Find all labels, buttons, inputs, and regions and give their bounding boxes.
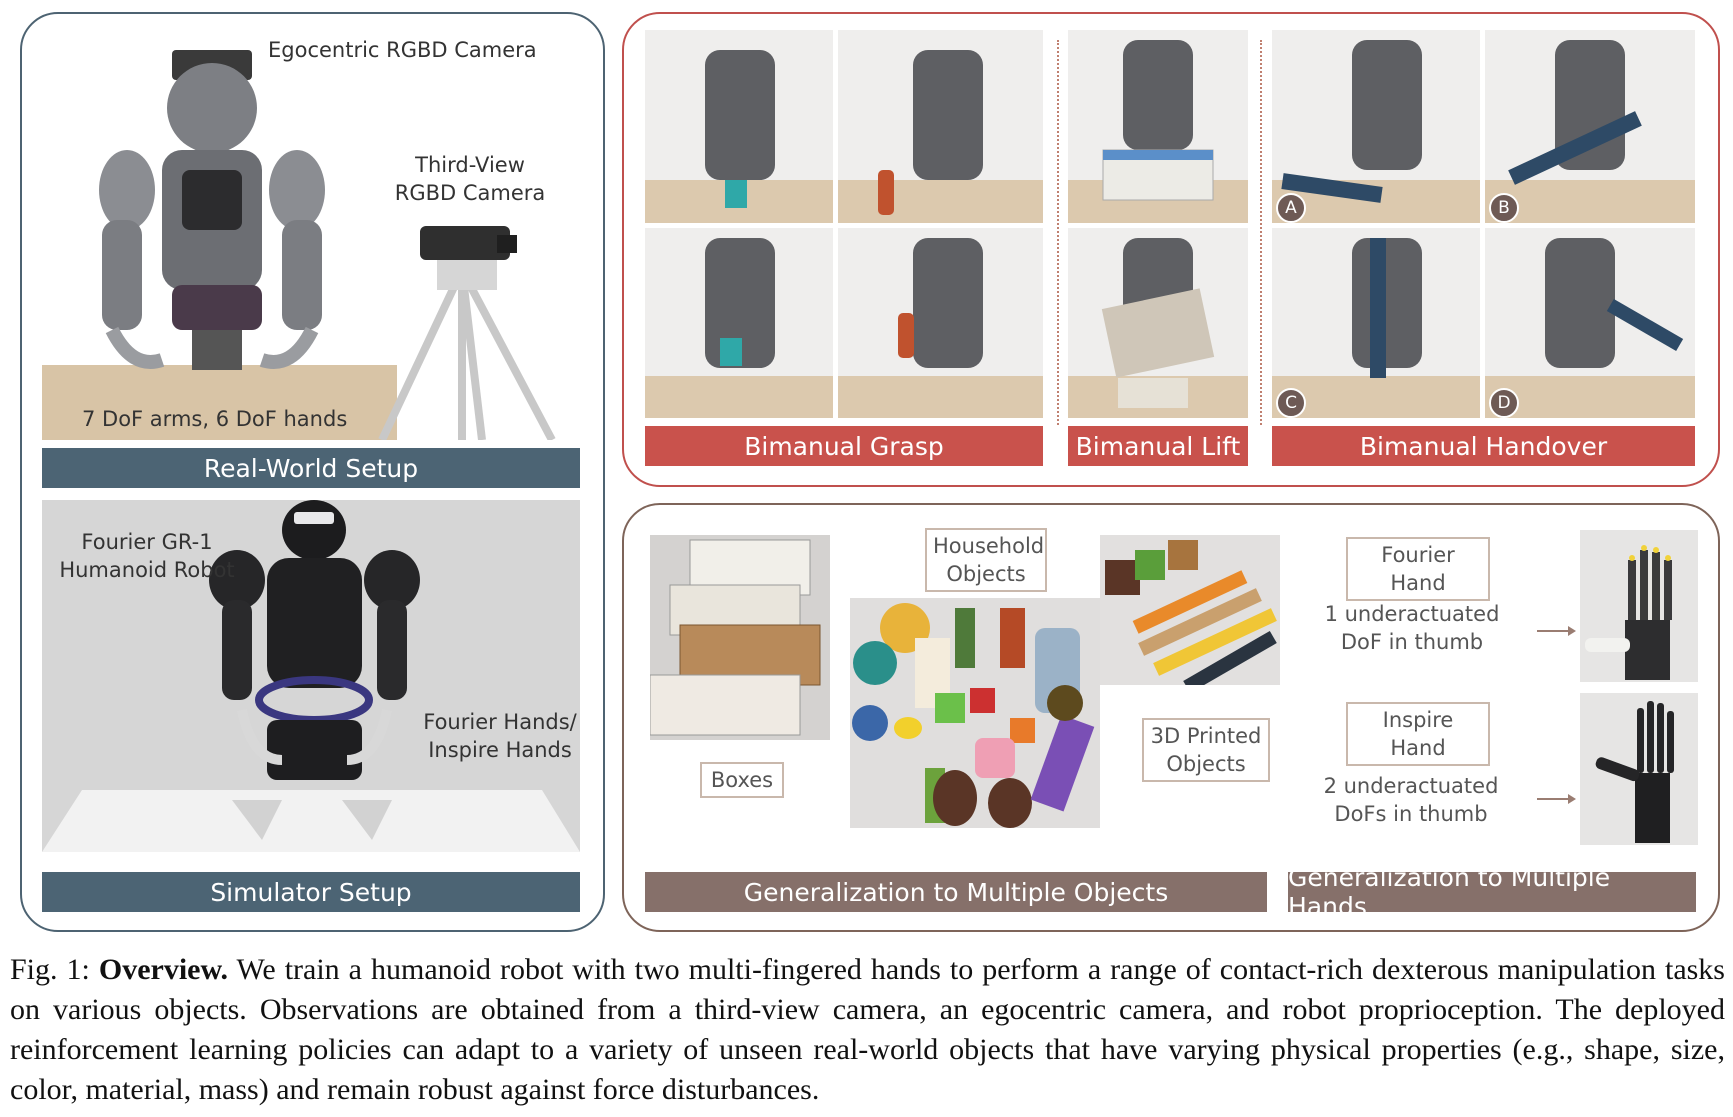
lift-image-2: [1068, 228, 1248, 418]
fourier-hand-description: 1 underactuated DoF in thumb: [1324, 602, 1500, 654]
grasp-image-4: [838, 228, 1043, 418]
simulator-render: [42, 500, 580, 852]
inspire-hand-image: [1580, 693, 1698, 845]
real-world-setup-bar: Real-World Setup: [42, 448, 580, 488]
printed-objects-label: 3D Printed Objects: [1142, 718, 1270, 782]
third-view-camera-label: Third-View RGBD Camera: [394, 153, 546, 205]
bimanual-grasp-bar: Bimanual Grasp: [645, 426, 1043, 466]
handover-image-d: [1485, 228, 1695, 418]
divider-lift-handover: [1260, 40, 1262, 425]
egocentric-camera-label: Egocentric RGBD Camera: [268, 38, 537, 62]
lift-image-1: [1068, 30, 1248, 223]
divider-grasp-lift: [1057, 40, 1059, 425]
printed-objects-image: [1100, 535, 1280, 685]
handover-image-a: [1272, 30, 1480, 223]
fourier-hand-image: [1580, 530, 1698, 682]
grasp-image-3: [645, 228, 833, 418]
fourier-arrow-head-icon: [1568, 626, 1576, 636]
caption-bold: Overview.: [98, 953, 228, 986]
badge-b: B: [1489, 193, 1519, 223]
inspire-hand-label: Inspire Hand: [1346, 702, 1490, 766]
sim-hands-label: Fourier Hands/ Inspire Hands: [423, 710, 577, 762]
multiple-hands-bar: Generalization to Multiple Hands: [1288, 863, 1696, 921]
caption-prefix: Fig. 1:: [10, 953, 99, 986]
real-world-robot-image: [42, 50, 556, 440]
caption-text: We train a humanoid robot with two multi…: [10, 953, 1725, 1106]
household-objects-image: [850, 598, 1100, 828]
real-world-photo: [42, 30, 582, 440]
household-objects-label: Household Objects: [925, 528, 1047, 592]
multiple-objects-bar: Generalization to Multiple Objects: [645, 872, 1267, 912]
inspire-arrow-icon: [1537, 798, 1573, 800]
fourier-hand-label: Fourier Hand: [1346, 537, 1490, 601]
fourier-gr1-label: Fourier GR-1 Humanoid Robot: [59, 530, 235, 582]
simulator-robot-image: [42, 500, 580, 852]
badge-c: C: [1276, 388, 1306, 418]
boxes-label: Boxes: [700, 762, 784, 798]
inspire-arrow-head-icon: [1568, 794, 1576, 804]
boxes-image: [650, 535, 830, 740]
handover-image-c: [1272, 228, 1480, 418]
fourier-arrow-icon: [1537, 630, 1573, 632]
handover-image-b: [1485, 30, 1695, 223]
bimanual-lift-bar: Bimanual Lift: [1068, 426, 1248, 466]
inspire-hand-description: 2 underactuated DoFs in thumb: [1323, 774, 1499, 826]
badge-a: A: [1276, 193, 1306, 223]
arms-hands-dof-label: 7 DoF arms, 6 DoF hands: [82, 407, 348, 431]
grasp-image-1: [645, 30, 833, 223]
bimanual-handover-bar: Bimanual Handover: [1272, 426, 1695, 466]
figure-caption: Fig. 1: Overview. We train a humanoid ro…: [10, 950, 1725, 1110]
grasp-image-2: [838, 30, 1043, 223]
simulator-setup-bar: Simulator Setup: [42, 872, 580, 912]
badge-d: D: [1489, 388, 1519, 418]
